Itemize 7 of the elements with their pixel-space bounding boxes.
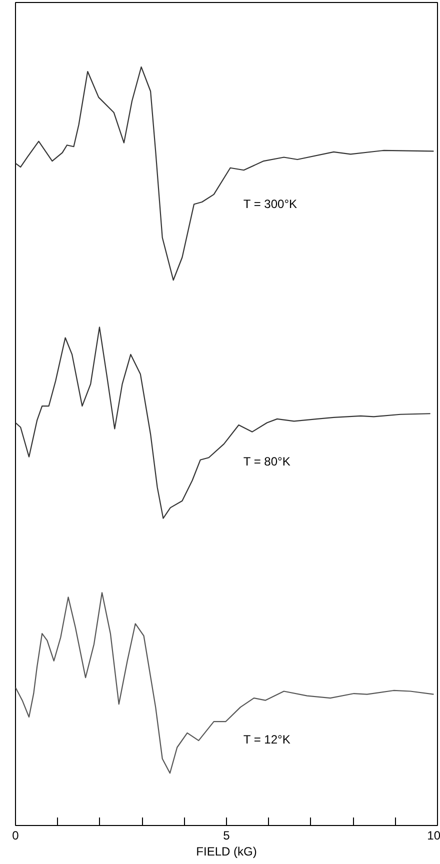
- text: T = 300°K: [243, 197, 298, 212]
- x-tick-label: 0: [12, 828, 20, 842]
- x-tick-label: 10: [427, 828, 440, 842]
- series-label: T = 80°K: [243, 454, 290, 468]
- series-label: T = 12°K: [243, 732, 290, 746]
- x-axis-title: FIELD (kG): [196, 844, 257, 858]
- x-tick-label: 5: [223, 828, 230, 842]
